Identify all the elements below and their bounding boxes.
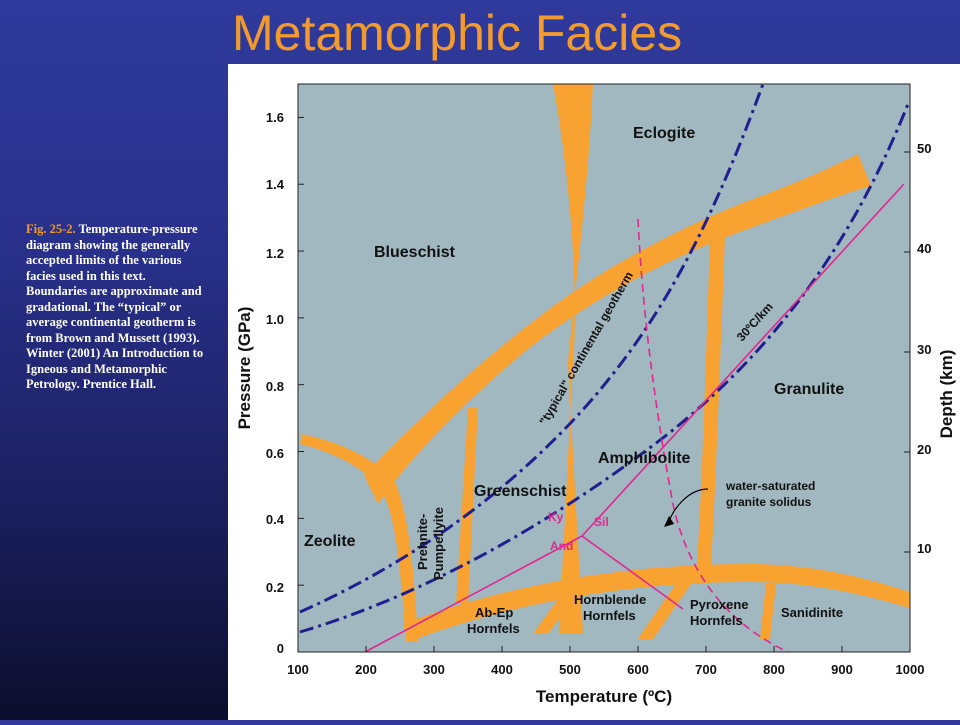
figure-caption: Fig. 25-2. Temperature-pressure diagram …: [26, 222, 204, 393]
y-tick-0.2: 0.2: [266, 580, 284, 595]
facies-greenschist: Greenschist: [474, 483, 567, 500]
ab-ep-divider: [533, 592, 573, 634]
geotherms: [299, 84, 910, 634]
greenschist-left-band: [456, 408, 478, 604]
hornblende-divider: [638, 569, 698, 639]
ky-sil-line: [581, 183, 905, 537]
solidus-arrow-head: [664, 516, 674, 527]
facies-abep-line2: Hornfels: [467, 621, 520, 636]
diagram-panel: 100 200 300 400 500 600 700 800 900 1000…: [228, 64, 960, 720]
andalusite-label: And: [550, 539, 573, 553]
y-tick-0.6: 0.6: [266, 446, 284, 461]
x-tick-600: 600: [627, 662, 649, 677]
amphibolite-granulite-band: [696, 236, 725, 584]
ky-and-line: [364, 535, 583, 652]
depth-tick-labels: 10 20 30 40 50: [917, 141, 931, 556]
y-tick-0.8: 0.8: [266, 379, 284, 394]
y-tick-1.2: 1.2: [266, 246, 284, 261]
facies-eclogite: Eclogite: [633, 125, 695, 142]
facies-blueschist: Blueschist: [374, 244, 456, 261]
facies-hornblende-line1: Hornblende: [574, 592, 646, 607]
y-tick-1.0: 1.0: [266, 312, 284, 327]
sillimanite-label: Sil: [594, 515, 609, 529]
x-tick-700: 700: [695, 662, 717, 677]
sanidinite-divider: [760, 584, 776, 639]
x-tick-200: 200: [355, 662, 377, 677]
depth-tick-50: 50: [917, 141, 931, 156]
figure-reference: Fig. 25-2.: [26, 222, 76, 236]
low-pressure-band: [403, 564, 910, 642]
facies-pyroxene-line1: Pyroxene: [690, 597, 749, 612]
x-tick-100: 100: [287, 662, 309, 677]
depth-tick-10: 10: [917, 541, 931, 556]
x-tick-900: 900: [831, 662, 853, 677]
facies-pyroxene-line2: Hornfels: [690, 613, 743, 628]
caption-text: Temperature-pressure diagram showing the…: [26, 222, 204, 391]
solidus-label-line1: water-saturated: [725, 479, 815, 493]
depth-axis-label: Depth (km): [937, 350, 956, 439]
x-tick-800: 800: [763, 662, 785, 677]
axis-ticks: [297, 116, 911, 653]
depth-tick-40: 40: [917, 241, 931, 256]
facies-prehnite-line2: Pumpellyite: [431, 507, 446, 580]
x-tick-300: 300: [423, 662, 445, 677]
depth-tick-30: 30: [917, 342, 931, 357]
facies-sanidinite: Sanidinite: [781, 605, 843, 620]
y-tick-0.4: 0.4: [266, 512, 285, 527]
depth-tick-20: 20: [917, 442, 931, 457]
x-tick-1000: 1000: [896, 662, 925, 677]
page-title: Metamorphic Facies: [232, 5, 683, 61]
facies-amphibolite: Amphibolite: [598, 450, 691, 467]
and-sil-line: [581, 535, 684, 610]
x-tick-500: 500: [559, 662, 581, 677]
x-tick-labels: 100 200 300 400 500 600 700 800 900 1000: [287, 662, 924, 677]
aluminosilicate-lines: [364, 183, 905, 652]
facies-hornblende-line2: Hornfels: [583, 608, 636, 623]
facies-labels: Eclogite Blueschist Granulite Amphibolit…: [304, 125, 844, 636]
y-tick-1.4: 1.4: [266, 177, 285, 192]
facies-zeolite: Zeolite: [304, 533, 356, 550]
y-tick-1.6: 1.6: [266, 110, 284, 125]
typical-geotherm-line: [299, 84, 765, 614]
eclogite-amphibolite-band: [553, 84, 593, 634]
facies-abep-line1: Ab-Ep: [475, 605, 513, 620]
facies-prehnite-line1: Prehnite-: [415, 514, 430, 570]
zeolite-top-curve: [300, 434, 418, 642]
blueschist-eclogite-band: [364, 154, 871, 504]
plot-content: [299, 84, 910, 652]
plot-frame: [297, 83, 911, 653]
y-tick-labels: 0 0.2 0.4 0.6 0.8 1.0 1.2 1.4 1.6: [266, 110, 285, 656]
solidus-label-line2: granite solidus: [726, 495, 812, 509]
facies-boundaries: [300, 84, 910, 642]
y-axis-label: Pressure (GPa): [235, 307, 254, 430]
granite-solidus-curve: [637, 218, 789, 652]
facies-granulite: Granulite: [774, 381, 844, 398]
x-axis-label: Temperature (ºC): [536, 687, 672, 706]
kyanite-label: Ky: [548, 510, 564, 524]
x-tick-400: 400: [491, 662, 513, 677]
y-tick-0: 0: [277, 641, 284, 656]
facies-diagram: 100 200 300 400 500 600 700 800 900 1000…: [235, 83, 956, 706]
